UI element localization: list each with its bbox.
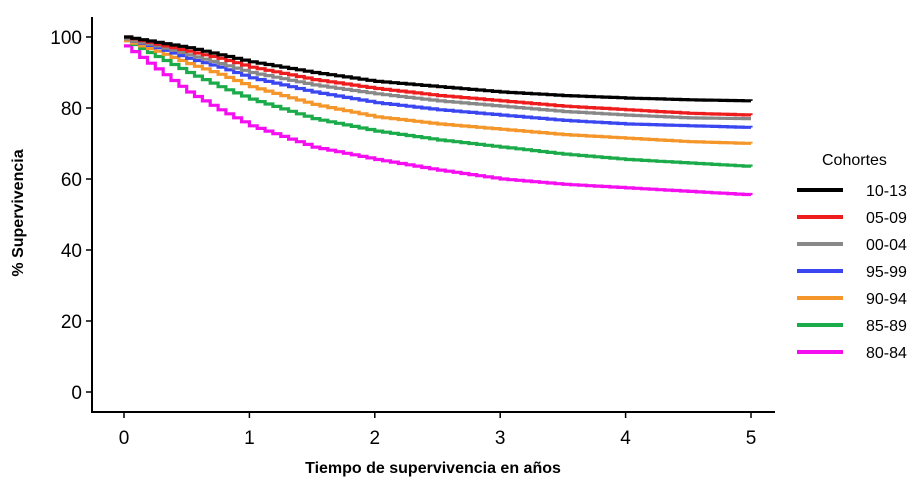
- y-tick-label: 60: [61, 170, 82, 191]
- x-axis-title: Tiempo de supervivencia en años: [305, 460, 561, 477]
- x-tick-label: 5: [746, 428, 757, 449]
- y-tick-label: 0: [71, 383, 82, 404]
- legend-label: 85-89: [866, 318, 907, 335]
- series-line-10-13: [124, 35, 753, 103]
- legend-label: 90-94: [866, 291, 907, 308]
- y-tick-label: 80: [61, 99, 82, 120]
- x-axis-ticks: 0 1 2 3 4 5: [119, 412, 757, 449]
- legend-label: 80-84: [866, 345, 907, 362]
- legend: Cohortes 10-13 05-09 00-04 95-99 90-94 85-89 8…: [797, 152, 907, 362]
- x-tick-label: 1: [244, 428, 255, 449]
- legend-label: 05-09: [866, 210, 907, 227]
- plot-area: [124, 35, 753, 197]
- legend-label: 10-13: [866, 183, 907, 200]
- x-tick-label: 3: [495, 428, 506, 449]
- x-tick-label: 0: [119, 428, 130, 449]
- x-tick-label: 4: [620, 428, 631, 449]
- y-tick-label: 20: [61, 312, 82, 333]
- series-line-80-84: [124, 44, 753, 197]
- legend-label: 95-99: [866, 264, 907, 281]
- y-axis-ticks: 0 20 40 60 80 100: [50, 28, 92, 404]
- series-line-85-89: [124, 39, 753, 168]
- series-line-90-94: [124, 39, 753, 145]
- series-line-95-99: [124, 37, 753, 129]
- legend-label: 00-04: [866, 237, 907, 254]
- y-tick-label: 40: [61, 241, 82, 262]
- x-tick-label: 2: [370, 428, 381, 449]
- legend-title: Cohortes: [822, 152, 887, 169]
- series-line-05-09: [124, 35, 753, 117]
- y-tick-label: 100: [50, 28, 82, 49]
- y-axis-title: % Supervivencia: [10, 149, 27, 276]
- series-line-00-04: [124, 37, 751, 121]
